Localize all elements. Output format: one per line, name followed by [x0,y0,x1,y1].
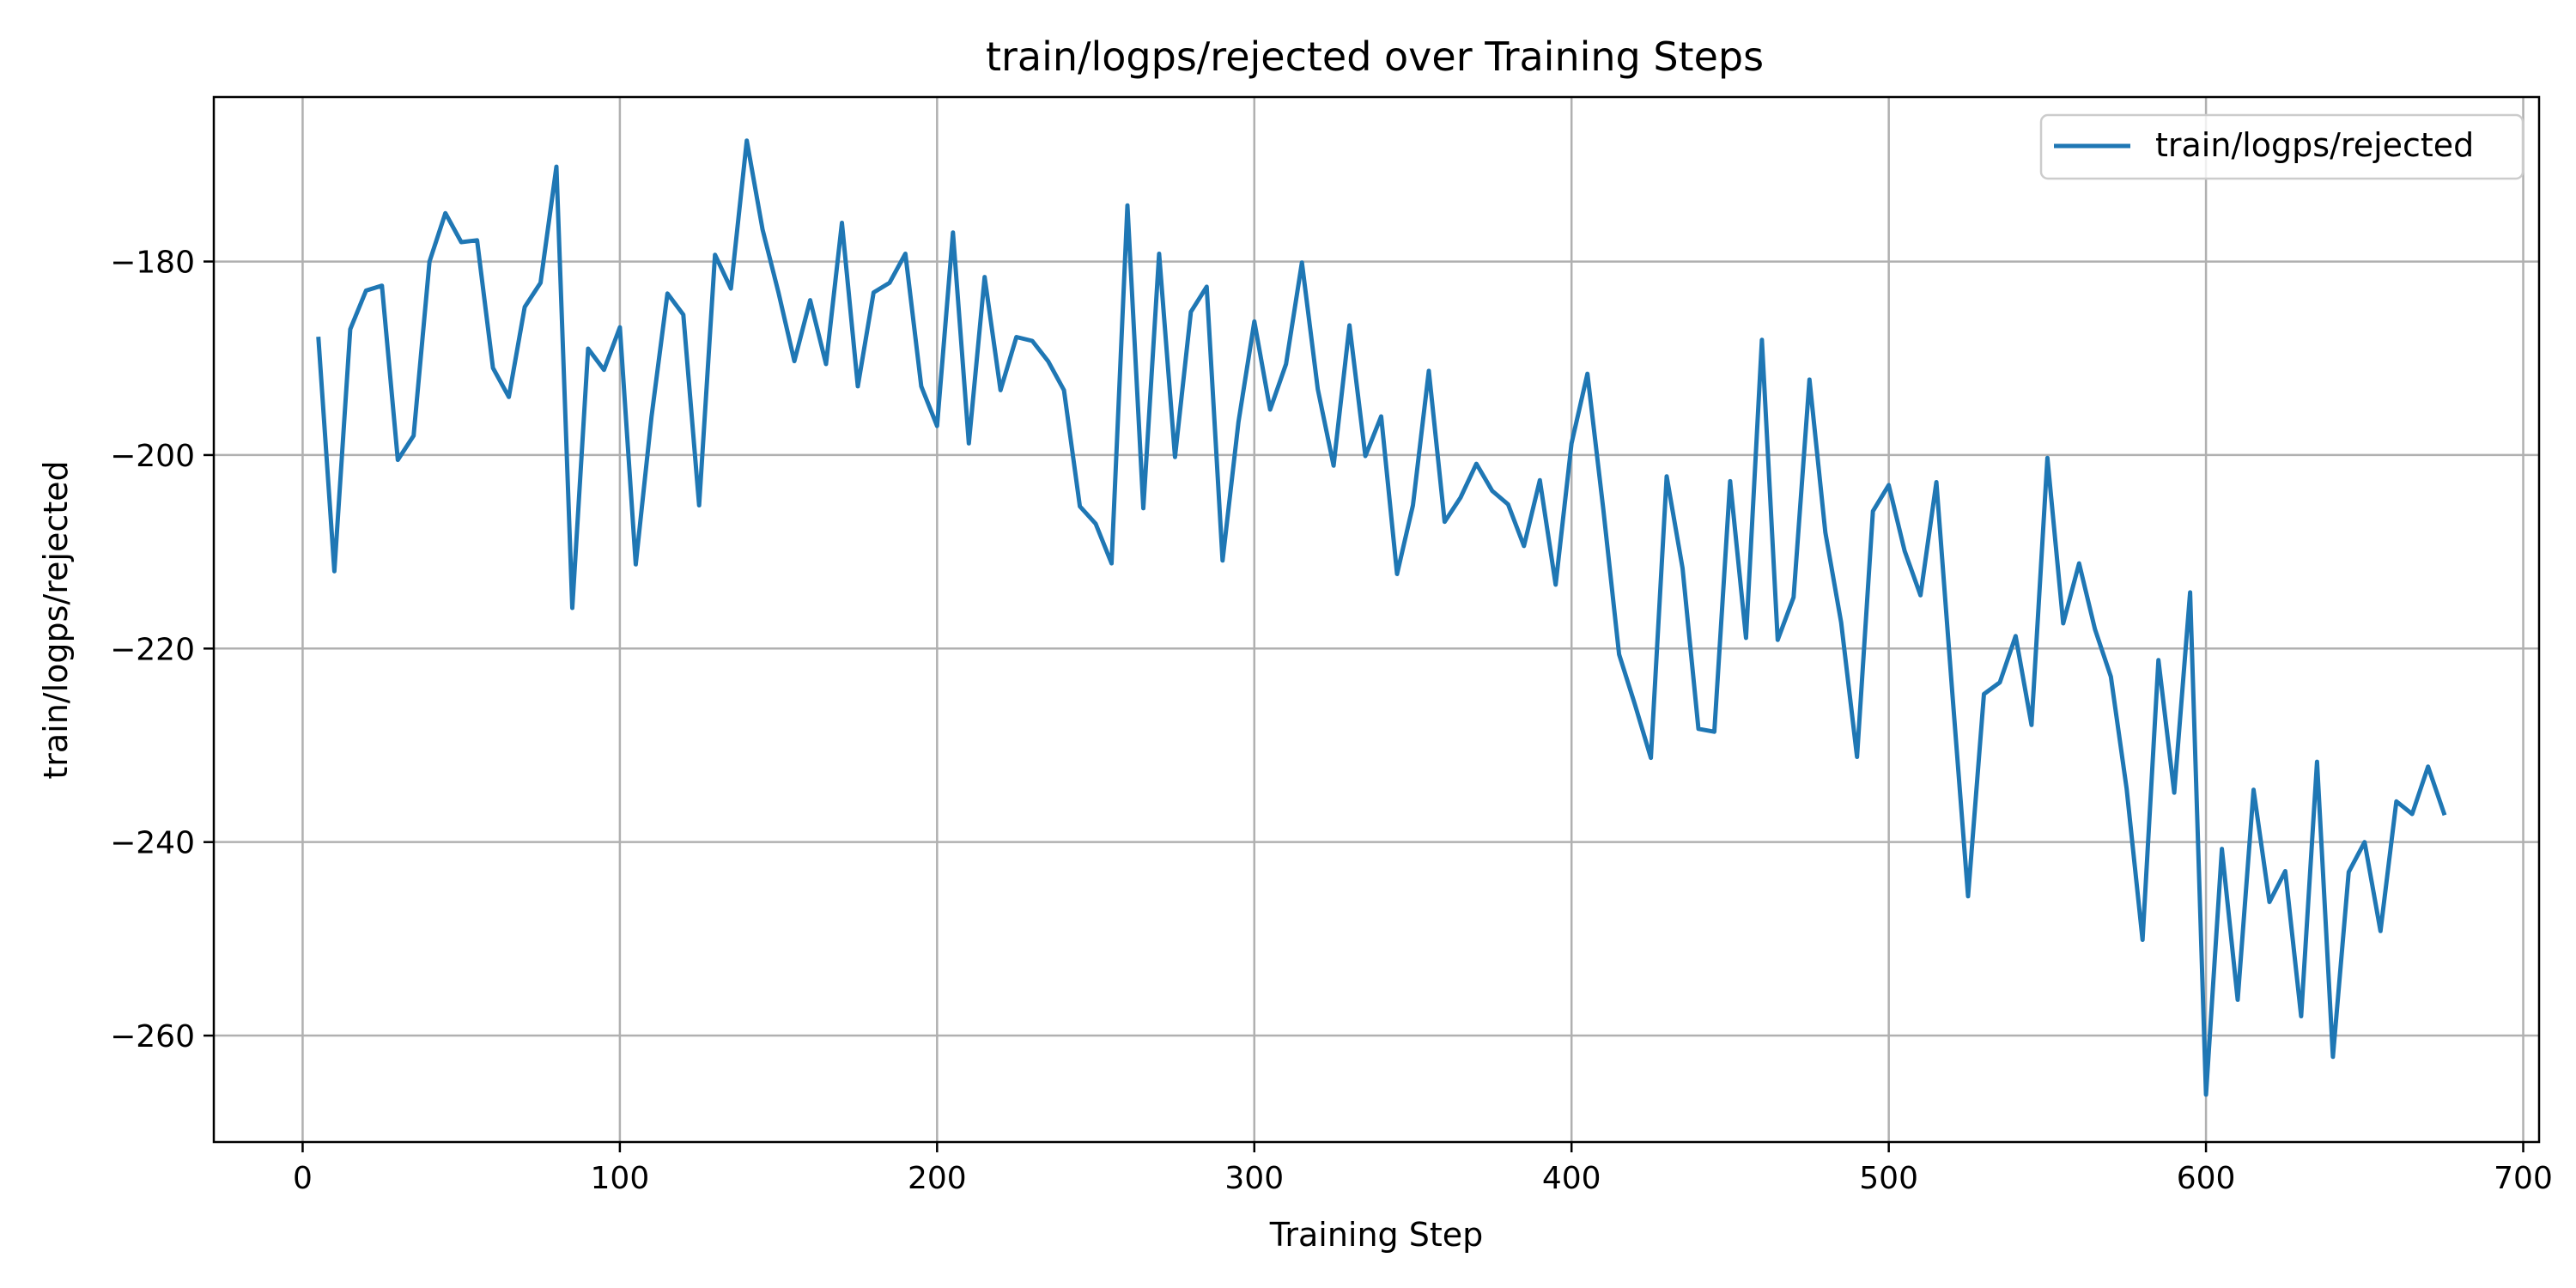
x-tick-label: 700 [2494,1161,2553,1196]
x-tick-label: 400 [1542,1161,1601,1196]
x-tick-label: 0 [293,1161,313,1196]
x-tick-label: 300 [1224,1161,1284,1196]
y-axis-label: train/logps/rejected [37,460,75,779]
legend: train/logps/rejected [2039,113,2524,180]
series-layer [316,138,2447,1097]
legend-box [2039,113,2524,180]
x-tick-label: 200 [908,1161,967,1196]
y-tick-label: −220 [110,632,195,667]
y-tick-label: −240 [110,826,195,861]
x-tick-label: 500 [1859,1161,1918,1196]
x-axis: 0 100 200 300 400 500 600 700 [293,1142,2553,1196]
x-axis-label: Training Step [1269,1216,1484,1254]
legend-label: train/logps/rejected [2155,126,2474,164]
y-tick-label: −200 [110,439,195,474]
y-axis: −180 −200 −220 −240 −260 [110,246,214,1054]
grid-lines [214,97,2539,1142]
x-tick-label: 600 [2177,1161,2236,1196]
series-line [316,138,2447,1097]
y-tick-label: −260 [110,1019,195,1054]
x-tick-label: 100 [591,1161,650,1196]
chart-title: train/logps/rejected over Training Steps [986,33,1764,80]
plot-frame [212,95,2541,1144]
y-tick-label: −180 [110,246,195,281]
